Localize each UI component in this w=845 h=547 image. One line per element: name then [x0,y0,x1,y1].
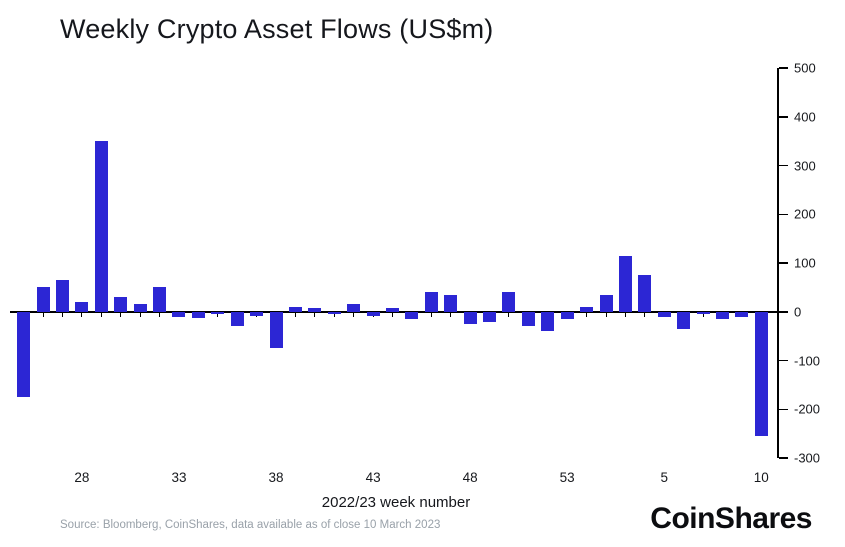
y-tick-label: 500 [794,60,816,76]
bar-week-28 [75,302,89,312]
bar-week-40 [308,307,322,312]
y-tick-label: 300 [794,158,816,173]
week-tick-mark [333,312,335,317]
y-tick-mark [778,311,788,313]
bar-week-3 [618,255,632,312]
bar-week-42 [347,304,361,312]
bar-week-25 [17,311,31,398]
chart-title: Weekly Crypto Asset Flows (US$m) [60,14,494,44]
y-tick-mark [778,262,788,264]
y-axis-line [777,68,779,458]
y-tick-label: -100 [794,353,821,368]
bar-week-48 [463,311,477,324]
bar-week-53 [560,311,574,320]
bar-week-5 [657,311,671,317]
x-tick-label: 53 [559,470,575,485]
bar-week-6 [677,311,691,329]
x-tick-label: 5 [660,470,668,485]
bar-week-10 [754,311,768,437]
y-tick-mark [778,359,788,362]
y-tick-mark [778,164,788,167]
bar-week-52 [541,311,555,332]
week-tick-mark [217,312,219,317]
y-tick-mark [778,213,788,215]
bar-week-26 [36,287,50,312]
bar-week-8 [715,311,729,320]
x-tick-label: 33 [171,470,187,485]
week-tick-mark [42,312,44,317]
bar-week-46 [424,292,438,312]
week-tick-mark [702,312,704,317]
bar-week-35 [211,311,225,315]
source-note: Source: Bloomberg, CoinShares, data avai… [60,519,441,531]
week-tick-mark [605,312,607,317]
week-tick-mark [120,312,122,317]
bar-week-32 [153,287,167,312]
bar-week-50 [502,292,516,312]
bar-week-36 [230,311,244,327]
bar-week-7 [696,311,710,315]
week-tick-mark [100,312,102,317]
week-tick-mark [624,312,626,317]
x-tick-label: 38 [268,470,284,485]
x-axis-label: 2022/23 week number [321,494,471,511]
week-tick-mark [353,312,355,317]
y-tick-mark [778,457,788,459]
coinshares-logo: CoinShares [650,502,812,535]
bar-week-49 [483,311,497,322]
week-tick-mark [62,312,64,317]
y-tick-label: 100 [794,255,816,271]
bar-week-27 [56,280,70,312]
bar-week-41 [327,311,341,315]
week-tick-mark [159,312,161,317]
bar-week-33 [172,311,186,317]
bar-week-31 [133,304,147,312]
bar-week-1 [580,306,594,312]
x-tick-label: 28 [74,470,90,485]
y-tick-label: 0 [794,304,802,320]
week-tick-mark [508,312,510,317]
bar-week-38 [269,311,283,349]
bar-week-34 [191,311,205,318]
x-tick-label: 48 [462,470,478,485]
bar-week-45 [405,311,419,320]
week-tick-mark [139,312,141,317]
y-tick-label: 200 [794,206,816,222]
week-tick-mark [430,312,432,317]
bar-week-39 [288,306,302,312]
bar-week-37 [250,311,264,316]
week-tick-mark [81,312,83,317]
bar-week-51 [521,311,535,327]
bar-week-43 [366,311,380,316]
bar-week-29 [94,141,108,312]
x-tick-label: 43 [365,470,381,485]
y-tick-label: -300 [794,450,821,466]
week-tick-mark [314,312,316,317]
y-tick-label: 400 [794,109,816,125]
y-tick-mark [778,116,788,118]
y-tick-mark [778,67,788,69]
x-tick-label: 10 [753,470,769,485]
bar-week-4 [638,275,652,312]
week-tick-mark [644,312,646,317]
bar-week-47 [444,294,458,312]
bar-week-44 [386,307,399,312]
bar-week-2 [599,294,613,312]
bar-week-30 [114,297,128,312]
bar-week-9 [735,311,749,317]
x-axis-zero-line [10,311,777,313]
week-tick-mark [586,312,588,317]
y-tick-label: -200 [794,401,821,417]
week-tick-mark [450,312,452,317]
y-tick-mark [778,408,788,410]
week-tick-mark [294,312,296,317]
week-tick-mark [392,312,393,317]
